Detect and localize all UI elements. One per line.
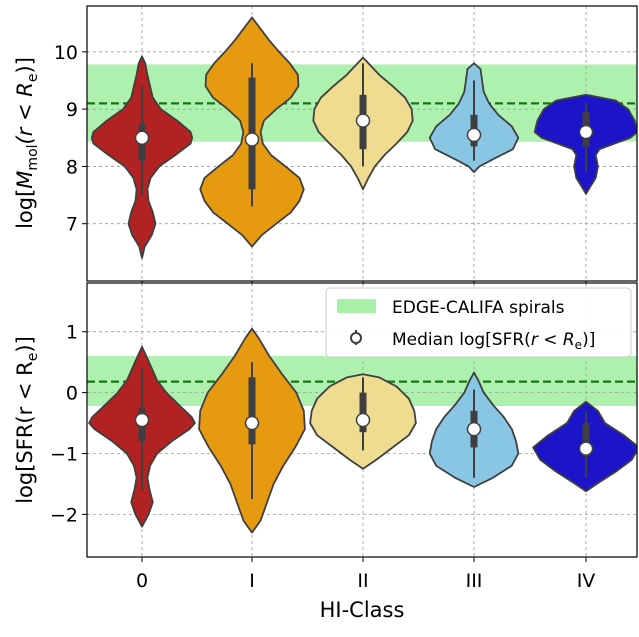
violin-median-point xyxy=(355,113,371,128)
x-axis-ticks: 0 I II III IV xyxy=(136,570,595,592)
violin-median-point xyxy=(466,421,482,437)
bottom-y-axis-label: log[SFR(r < Re)] xyxy=(13,336,41,504)
legend: EDGE-CALIFA spirals Median log[SFR(r < R… xyxy=(325,287,632,358)
y-tick-label: 8 xyxy=(66,156,78,178)
violin-median-point xyxy=(355,412,371,428)
legend-label-median: Median log[SFR(r < Re)] xyxy=(392,330,595,352)
y-tick-label: 7 xyxy=(66,214,78,236)
x-axis-label: HI-Class xyxy=(320,598,405,622)
y-tick-label: 10 xyxy=(54,42,78,64)
bottom-violins xyxy=(88,327,637,534)
x-tick-label: II xyxy=(357,570,368,592)
y-tick-label: 9 xyxy=(66,99,78,121)
legend-label-band: EDGE-CALIFA spirals xyxy=(392,298,565,318)
violin-median-point xyxy=(244,132,260,147)
violin-iqr-box xyxy=(359,392,367,433)
violin-median-point xyxy=(244,415,260,431)
y-tick-label: −2 xyxy=(50,504,78,526)
violin-iqr-box xyxy=(582,423,590,457)
x-tick-label: IV xyxy=(577,570,596,592)
y-tick-label: 1 xyxy=(66,322,78,344)
top-violins xyxy=(90,16,637,259)
legend-box xyxy=(325,287,632,358)
bottom-axes-frame xyxy=(86,282,638,558)
y-tick-label: 0 xyxy=(66,383,78,405)
y-tick-label: −1 xyxy=(50,443,78,465)
violin-median-point xyxy=(466,127,482,143)
x-tick-label: III xyxy=(466,570,483,592)
x-tick-label: I xyxy=(249,570,255,592)
legend-band-swatch xyxy=(337,299,376,313)
x-tick-label: 0 xyxy=(136,570,148,592)
violin-median-point xyxy=(134,412,150,428)
top-y-axis-label: log[Mmol(r < Re)] xyxy=(13,57,41,229)
violin-median-point xyxy=(578,124,594,140)
bottom-y-axis-ticks: −2 −1 0 1 xyxy=(50,322,587,562)
top-axes-frame xyxy=(86,5,638,282)
violin-median-point xyxy=(134,130,150,146)
legend-marker-icon xyxy=(350,332,362,344)
violin-median-point xyxy=(578,441,594,456)
violin-iqr-box xyxy=(248,377,256,445)
